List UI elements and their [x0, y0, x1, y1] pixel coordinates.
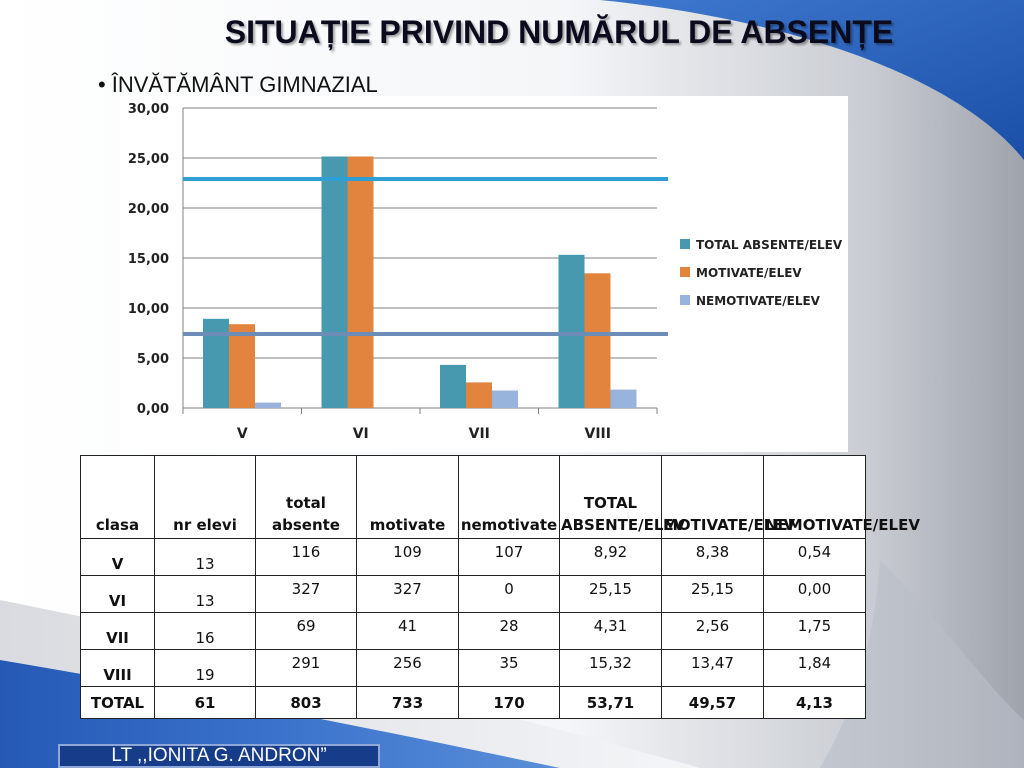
- cell-nemotivate-elev: 4,13: [763, 686, 866, 719]
- cell-nr-elevi: 19: [154, 649, 256, 687]
- absence-table: clasa nr elevi total absente motivate ne…: [80, 455, 920, 719]
- cell-nemotivate: 0: [458, 575, 560, 613]
- cell-nemotivate: 35: [458, 649, 560, 687]
- cell-total-absente-elev: 53,71: [559, 686, 662, 719]
- cell-nr-elevi: 13: [154, 538, 256, 576]
- cell-clasa: VIII: [80, 649, 155, 687]
- cell-total-absente-elev: 15,32: [559, 649, 662, 687]
- header-total-absente-elev: TOTAL ABSENTE/ELEV: [559, 455, 685, 539]
- cell-total-absente-elev: 25,15: [559, 575, 662, 613]
- x-tick-label: V: [237, 426, 248, 442]
- cell-nemotivate-elev: 0,54: [763, 538, 866, 576]
- header-motivate: motivate: [356, 455, 459, 539]
- cell-total-absente-elev: 4,31: [559, 612, 662, 650]
- legend-label: MOTIVATE/ELEV: [696, 266, 802, 280]
- cell-total-absente: 291: [255, 649, 357, 687]
- cell-motivate: 256: [356, 649, 459, 687]
- cell-clasa: V: [80, 538, 155, 576]
- cell-nr-elevi: 13: [154, 575, 256, 613]
- cell-total-absente: 803: [255, 686, 357, 719]
- y-tick-label: 15,00: [128, 252, 169, 267]
- header-nemotivate-elev: NEMOTIVATE/ELEV: [763, 455, 920, 539]
- cell-motivate-elev: 49,57: [661, 686, 764, 719]
- bar-chart: 0,00 5,00 10,00 15,00 20,00 25,00 30,00 V VI VII V…: [128, 102, 843, 442]
- cell-total-absente: 69: [255, 612, 357, 650]
- header-motivate-elev: MOTIVATE/ELEV: [661, 455, 795, 539]
- header-total-absente: total absente: [255, 455, 357, 539]
- y-tick-label: 25,00: [128, 152, 169, 167]
- bar: [558, 254, 585, 408]
- slide-title: SITUAȚIE PRIVIND NUMĂRUL DE ABSENȚE: [224, 14, 894, 50]
- y-tick-label: 30,00: [128, 102, 169, 117]
- header-clasa: clasa: [80, 455, 155, 539]
- cell-motivate-elev: 25,15: [661, 575, 764, 613]
- cell-nemotivate: 107: [458, 538, 560, 576]
- cell-total-absente-elev: 8,92: [559, 538, 662, 576]
- bar: [492, 390, 518, 408]
- x-tick-label: VIII: [585, 426, 611, 442]
- cell-nr-elevi: 61: [154, 686, 256, 719]
- table-header-row: clasa nr elevi total absente motivate ne…: [80, 455, 920, 539]
- cell-motivate-elev: 2,56: [661, 612, 764, 650]
- y-tick-label: 10,00: [128, 302, 169, 317]
- table-row: VIII 19 291 256 35 15,32 13,47 1,84: [80, 649, 866, 687]
- bullet-text: ÎNVĂTĂMÂNT GIMNAZIAL: [111, 72, 378, 97]
- bar: [610, 389, 637, 408]
- bar: [255, 402, 281, 408]
- x-tick-label: VII: [469, 426, 490, 442]
- header-nr-elevi: nr elevi: [154, 455, 256, 539]
- table-row: VII 16 69 41 28 4,31 2,56 1,75: [80, 612, 866, 650]
- cell-clasa: VI: [80, 575, 155, 613]
- legend-swatch: [680, 239, 690, 249]
- cell-clasa: VII: [80, 612, 155, 650]
- y-tick-label: 20,00: [128, 202, 169, 217]
- cell-motivate: 109: [356, 538, 459, 576]
- cell-motivate-elev: 13,47: [661, 649, 764, 687]
- chart-panel: 0,00 5,00 10,00 15,00 20,00 25,00 30,00 V VI VII V…: [120, 96, 848, 452]
- bar: [229, 324, 255, 408]
- legend-swatch: [680, 267, 690, 277]
- cell-motivate: 41: [356, 612, 459, 650]
- y-tick-label: 0,00: [137, 402, 169, 417]
- y-tick-label: 5,00: [137, 352, 169, 367]
- bullet-dot-icon: •: [98, 72, 106, 97]
- bar: [321, 156, 348, 408]
- cell-total-absente: 327: [255, 575, 357, 613]
- table-row: VI 13 327 327 0 25,15 25,15 0,00: [80, 575, 866, 613]
- legend-swatch: [680, 295, 690, 305]
- bar: [347, 156, 374, 408]
- cell-nemotivate-elev: 0,00: [763, 575, 866, 613]
- cell-nemotivate: 28: [458, 612, 560, 650]
- cell-motivate: 327: [356, 575, 459, 613]
- bar: [440, 364, 466, 408]
- cell-motivate-elev: 8,38: [661, 538, 764, 576]
- cell-nemotivate: 170: [458, 686, 560, 719]
- cell-nr-elevi: 16: [154, 612, 256, 650]
- cell-motivate: 733: [356, 686, 459, 719]
- cell-nemotivate-elev: 1,84: [763, 649, 866, 687]
- cell-nemotivate-elev: 1,75: [763, 612, 866, 650]
- x-tick-label: VI: [353, 426, 369, 442]
- header-nemotivate: nemotivate: [458, 455, 560, 539]
- table-total-row: TOTAL 61 803 733 170 53,71 49,57 4,13: [80, 686, 866, 719]
- bar: [466, 382, 492, 408]
- table-row: V 13 116 109 107 8,92 8,38 0,54: [80, 538, 866, 576]
- bullet-item: • ÎNVĂTĂMÂNT GIMNAZIAL: [98, 72, 378, 98]
- cell-clasa: TOTAL: [80, 686, 155, 719]
- footer-label: LT ,,IONITA G. ANDRON”: [58, 744, 380, 768]
- cell-total-absente: 116: [255, 538, 357, 576]
- bar: [584, 273, 611, 408]
- legend-label: TOTAL ABSENTE/ELEV: [696, 238, 843, 252]
- legend-label: NEMOTIVATE/ELEV: [696, 294, 821, 308]
